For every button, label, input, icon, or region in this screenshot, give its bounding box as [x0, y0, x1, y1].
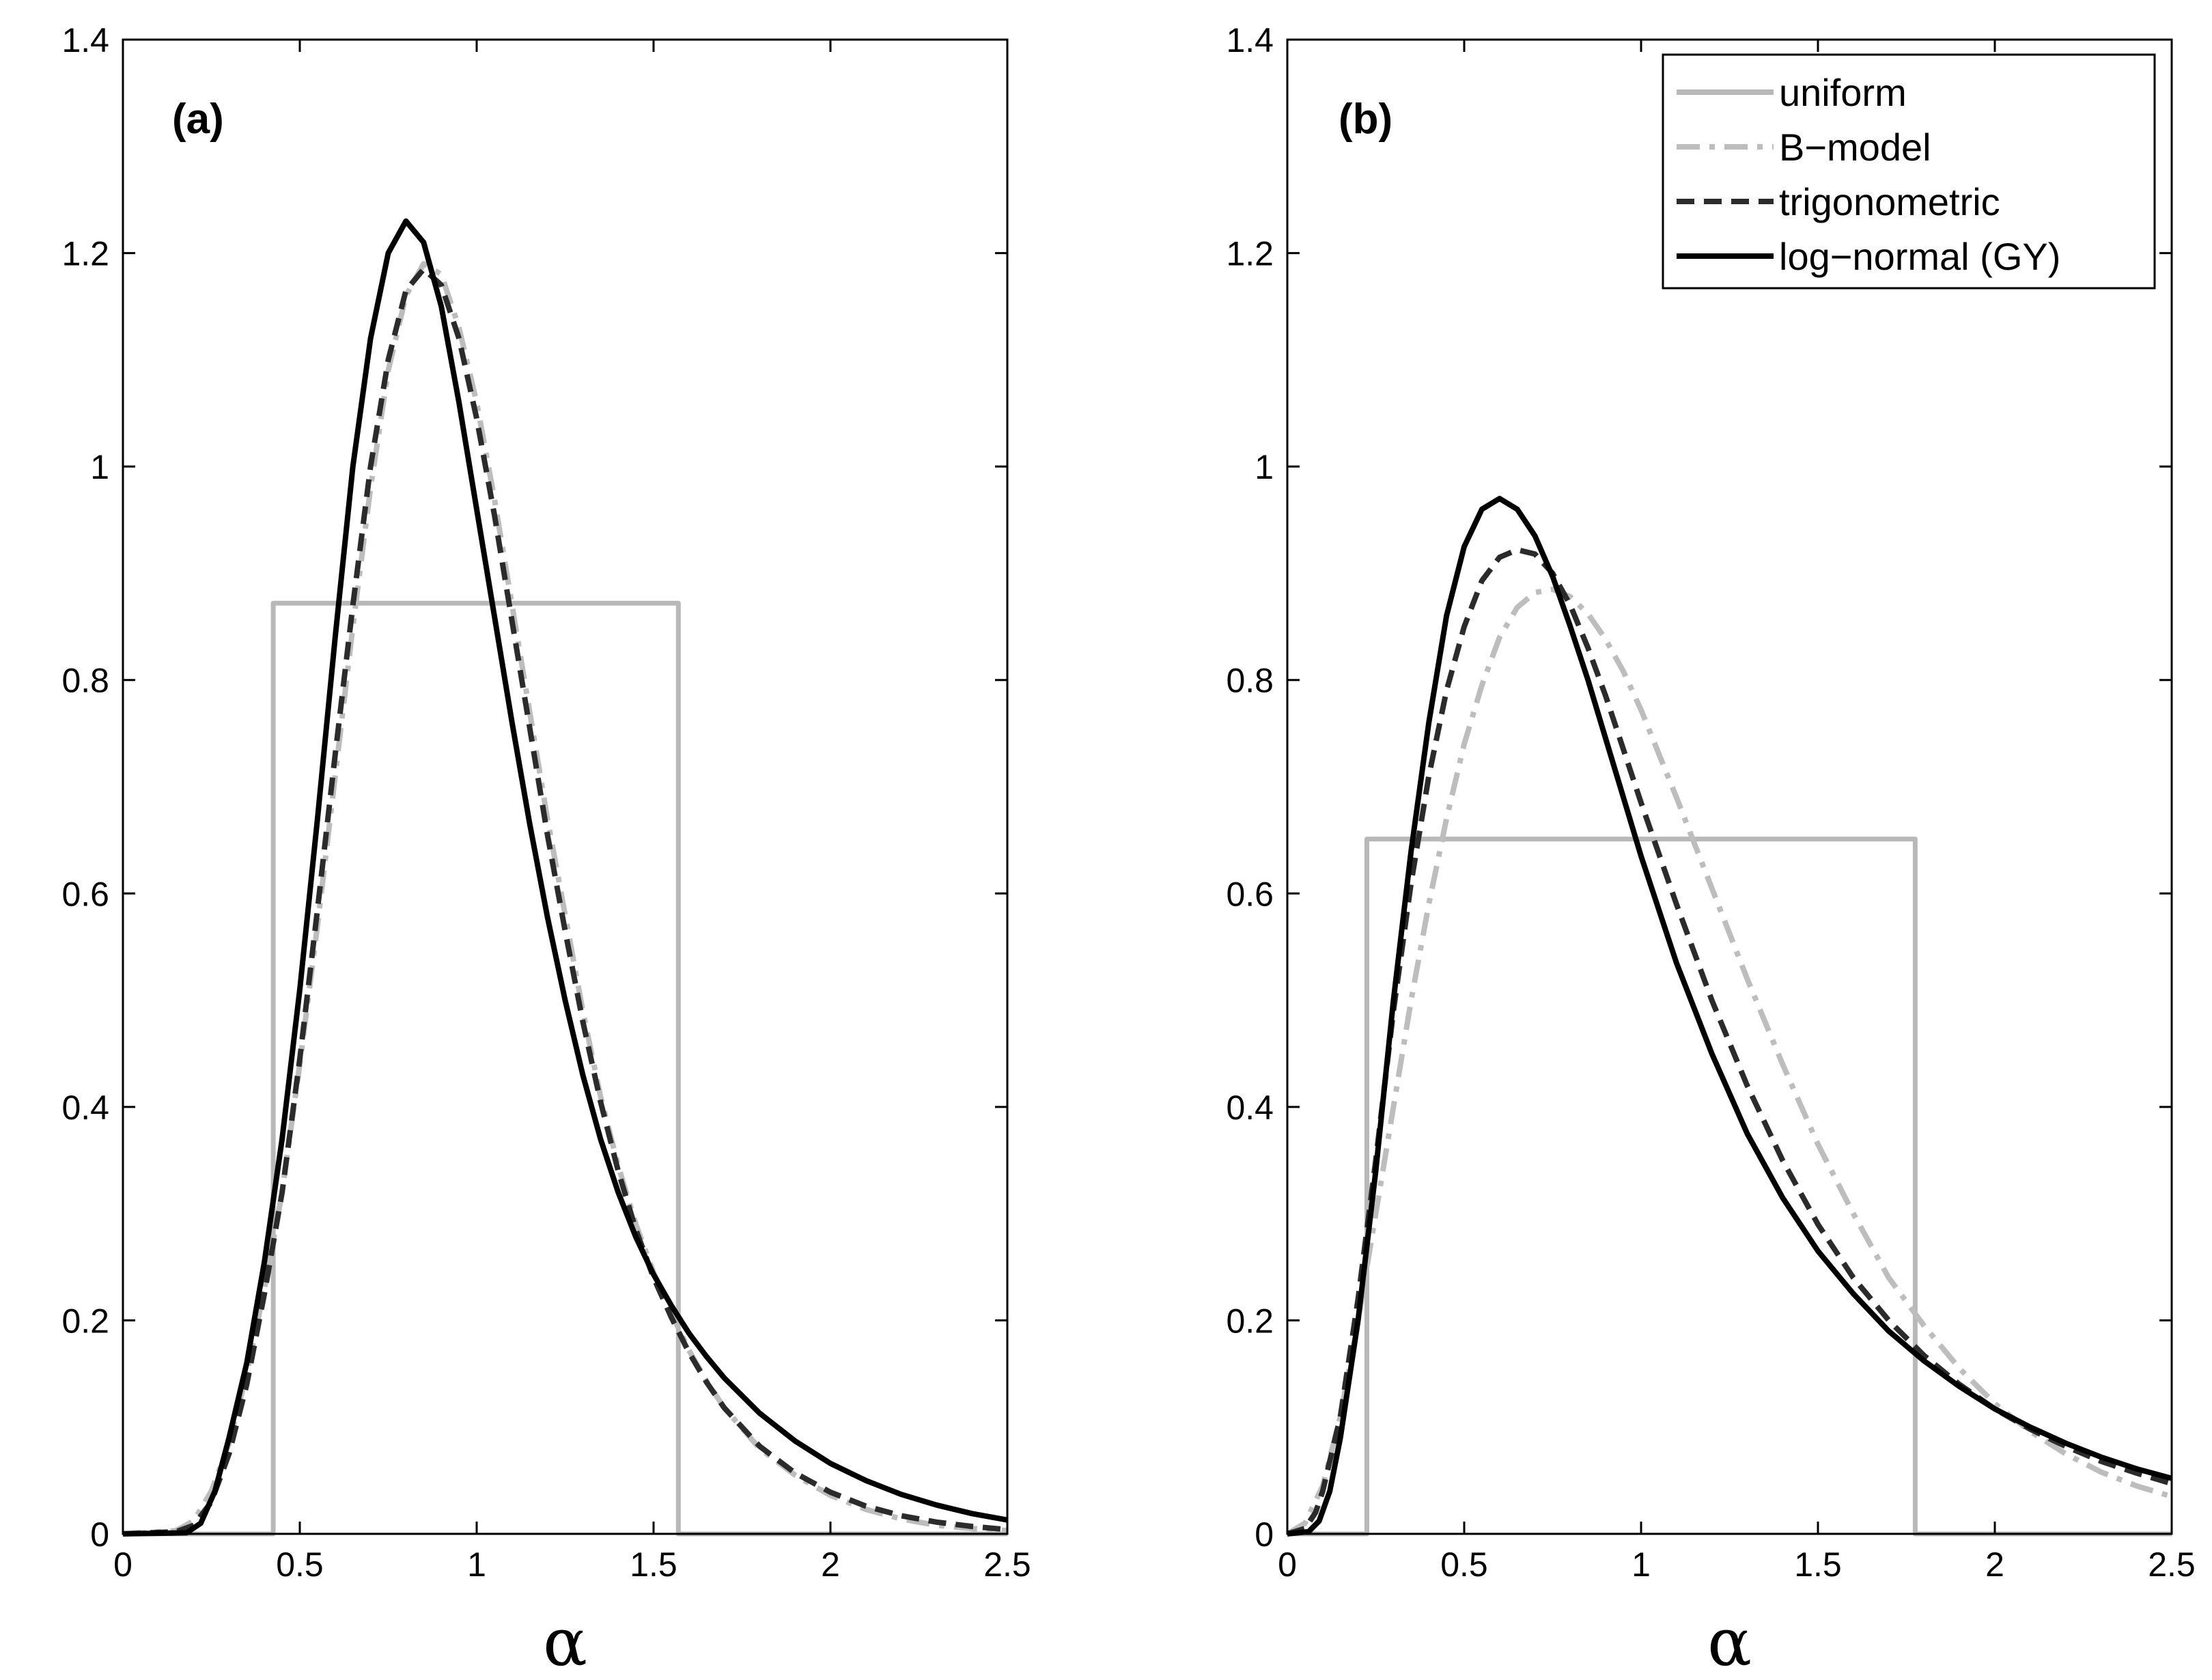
series-line-bmodel: [1285, 586, 2173, 1537]
panel-label: (a): [172, 96, 224, 143]
x-tick-label: 2.5: [983, 1545, 1031, 1584]
x-tick-label: 0: [1278, 1545, 1297, 1584]
series-line-lognormal: [1287, 496, 2173, 1537]
y-tick-label: 0.4: [1226, 1089, 1274, 1127]
legend-label-bmodel: B−model: [1779, 126, 1931, 169]
x-tick-label: 2: [1985, 1545, 2004, 1584]
y-tick-label: 1: [90, 448, 109, 486]
axes-frame: [122, 38, 1009, 1535]
series-line-uniform: [123, 600, 1007, 1537]
axes-frame: [1286, 38, 2173, 1535]
x-tick-label: 1.5: [1794, 1545, 1842, 1584]
x-axis-label: α: [543, 1604, 587, 1680]
legend-label-uniform: uniform: [1779, 71, 1907, 114]
x-tick-label: 0.5: [1440, 1545, 1488, 1584]
y-tick-label: 0: [90, 1515, 109, 1554]
y-tick-label: 1.2: [61, 235, 109, 273]
series-group: [122, 218, 1008, 1537]
panel-b: 0 0.5 1 1.5 2 2.5 0 0.2 0.4 0.6 0.8 1 1.2 1.4 (b) α: [1226, 21, 2195, 1680]
legend: uniform B−model trigonometric log−normal (G…: [1662, 53, 2156, 290]
y-tick-label: 0.8: [1226, 662, 1274, 700]
series-line-bmodel: [122, 261, 1008, 1537]
x-tick-label: 2.5: [2148, 1545, 2196, 1584]
x-tick-label: 0.5: [276, 1545, 324, 1584]
series-line-trig: [122, 266, 1008, 1537]
legend-label-lognormal: log−normal (GY): [1779, 235, 2060, 278]
y-tick-label: 0.2: [61, 1302, 109, 1340]
y-tick-label: 0.4: [61, 1089, 109, 1127]
y-tick-label: 0.6: [1226, 875, 1274, 913]
x-tick-label: 1.5: [630, 1545, 677, 1584]
x-axis-label: α: [1707, 1604, 1752, 1680]
y-tick-label: 0.6: [61, 875, 109, 913]
x-tick-label: 2: [821, 1545, 840, 1584]
y-tick-label: 1.2: [1226, 235, 1274, 273]
y-tick-label: 0: [1255, 1515, 1274, 1554]
y-tick-label: 1.4: [1226, 21, 1274, 59]
y-tick-label: 1: [1255, 448, 1274, 486]
y-tick-label: 1.4: [61, 21, 109, 59]
y-tick-label: 0.2: [1226, 1302, 1274, 1340]
series-group: [1285, 496, 2173, 1537]
x-tick-label: 0: [113, 1545, 132, 1584]
series-line-trig: [1286, 547, 2173, 1537]
x-tick-label: 1: [1632, 1545, 1651, 1584]
x-tick-label: 1: [467, 1545, 486, 1584]
y-tick-label: 0.8: [61, 662, 109, 700]
series-line-lognormal: [122, 218, 1008, 1537]
panel-label: (b): [1339, 96, 1392, 143]
legend-label-trig: trigonometric: [1779, 180, 2000, 223]
panel-a: 0 0.5 1 1.5 2 2.5 0 0.2 0.4 0.6 0.8 1 1.2 1.4 (a) α: [61, 21, 1031, 1680]
